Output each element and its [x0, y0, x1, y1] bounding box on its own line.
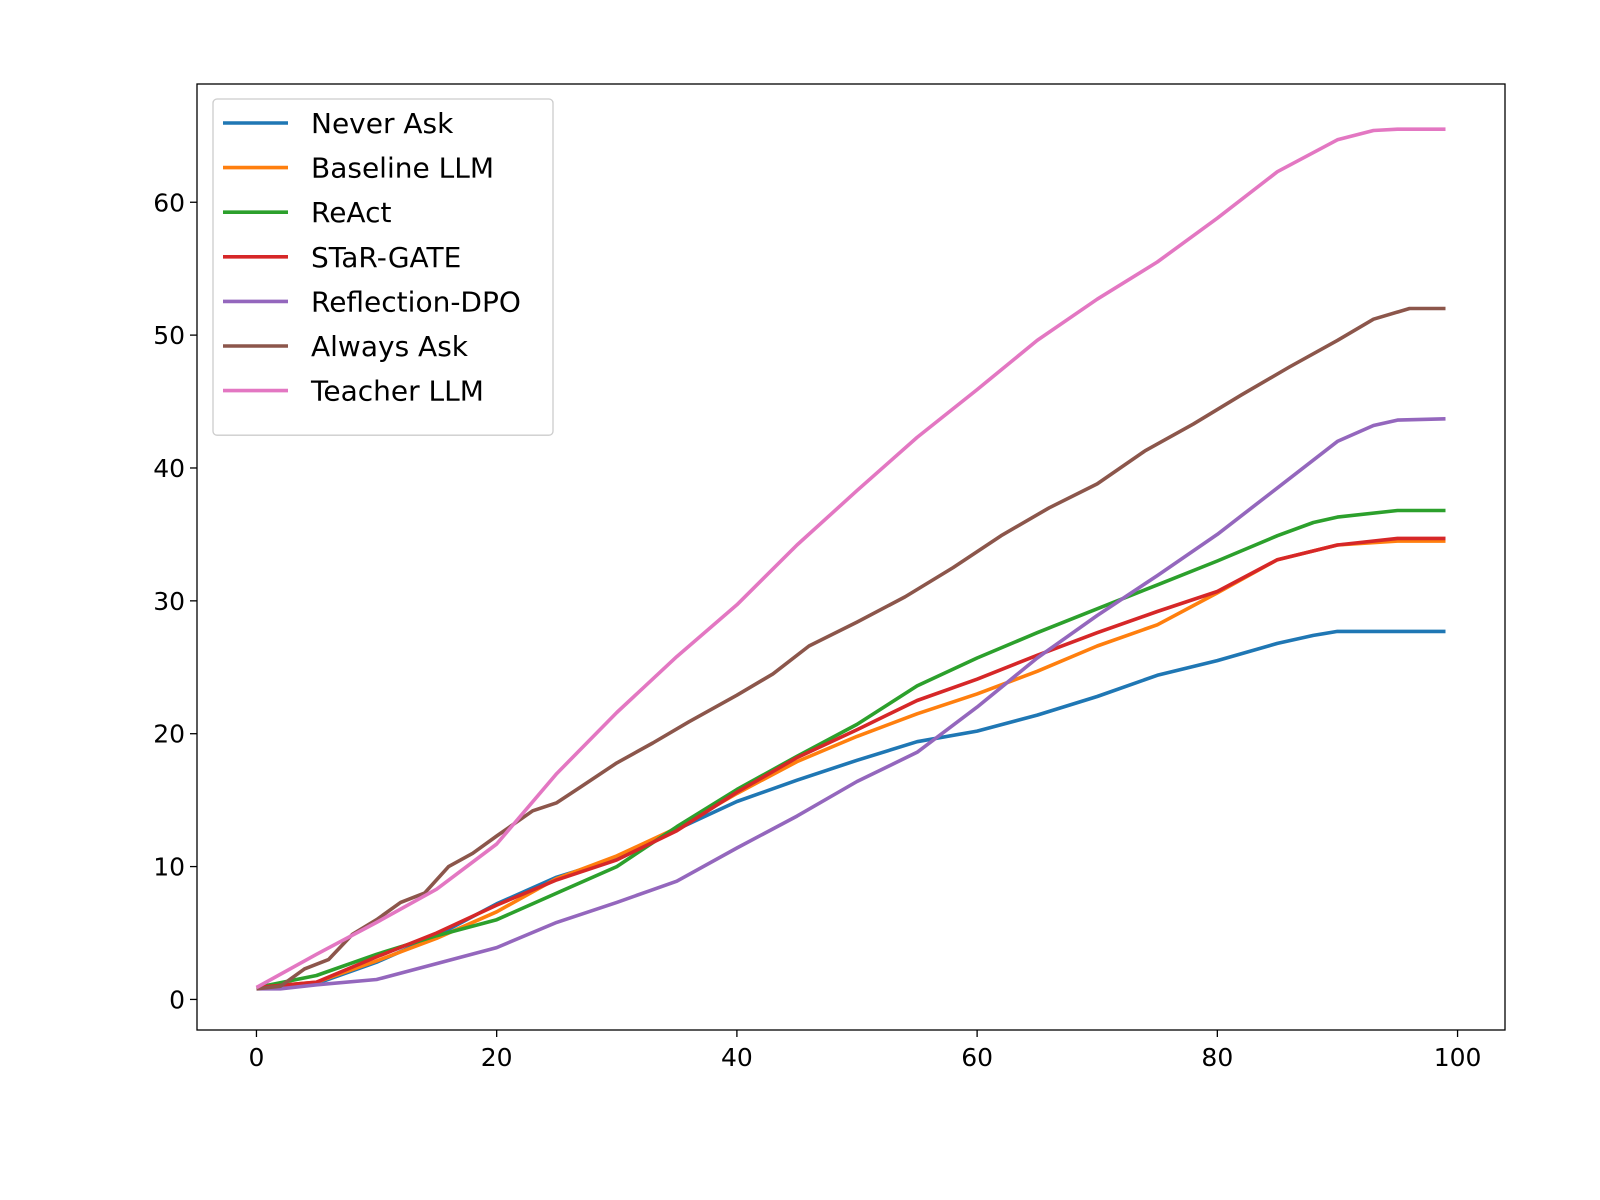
x-tick-label: 20: [481, 1043, 513, 1072]
y-tick-label: 50: [153, 321, 185, 350]
series-line-2: [256, 508, 1446, 990]
x-tick-label: 40: [721, 1043, 753, 1072]
plot-frame: [196, 83, 1506, 1031]
series-line-5: [256, 306, 1446, 991]
legend-entry: ReAct: [311, 196, 391, 229]
y-axis: 0 10 20 30 40 50 60: [153, 188, 197, 1014]
legend-entry: STaR-GATE: [311, 241, 461, 274]
y-tick-label: 0: [169, 985, 185, 1014]
series-line-4: [256, 417, 1446, 991]
y-tick-label: 10: [153, 853, 185, 882]
legend-box: [212, 98, 554, 436]
x-axis: 0 20 40 60 80 100: [249, 1030, 1482, 1072]
x-tick-label: 80: [1201, 1043, 1233, 1072]
legend-entry: Reflection-DPO: [311, 285, 521, 318]
series-layer: [255, 127, 1446, 991]
series-line-3: [256, 536, 1446, 990]
legend: Never Ask Baseline LLM ReAct STaR-GATE Refle…: [212, 98, 554, 436]
x-tick-label: 100: [1434, 1043, 1482, 1072]
x-tick-label: 60: [961, 1043, 993, 1072]
legend-entry: Never Ask: [311, 107, 454, 140]
y-tick-label: 40: [153, 454, 185, 483]
legend-entry: Always Ask: [311, 330, 469, 363]
y-tick-label: 30: [153, 587, 185, 616]
y-tick-label: 60: [153, 188, 185, 217]
series-line-6: [255, 127, 1446, 990]
legend-entry: Baseline LLM: [311, 152, 494, 185]
legend-entry: Teacher LLM: [310, 375, 484, 408]
x-tick-label: 0: [249, 1043, 265, 1072]
y-tick-label: 20: [153, 720, 185, 749]
